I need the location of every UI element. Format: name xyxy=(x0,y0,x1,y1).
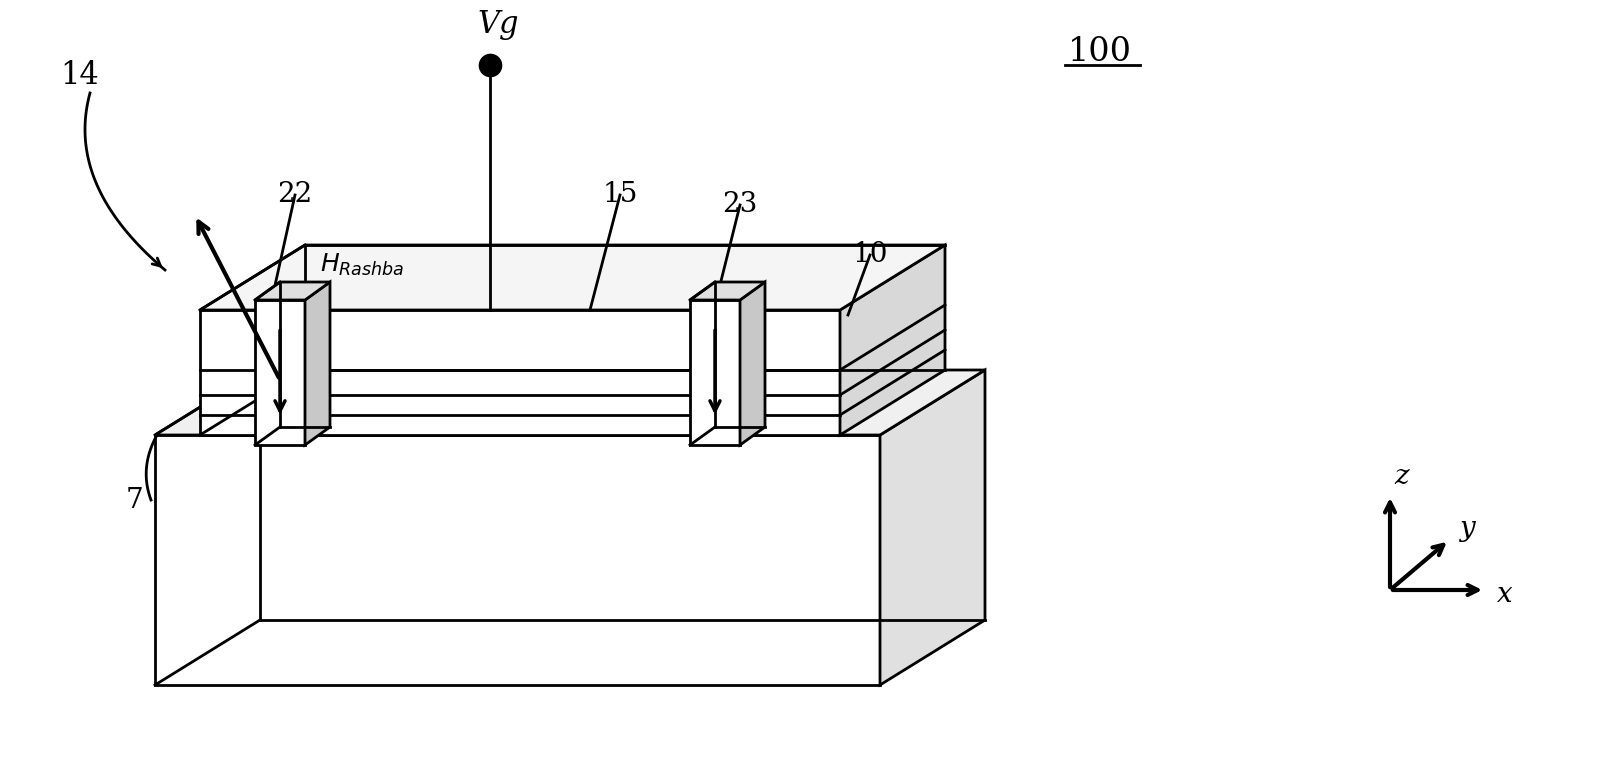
Polygon shape xyxy=(740,282,764,445)
Text: 15: 15 xyxy=(602,181,637,208)
Polygon shape xyxy=(840,245,944,435)
Polygon shape xyxy=(880,370,985,685)
Text: 22: 22 xyxy=(277,181,312,208)
Text: 100: 100 xyxy=(1068,36,1133,68)
Text: Vg: Vg xyxy=(478,9,518,41)
Polygon shape xyxy=(154,370,985,435)
Text: $H_{Rashba}$: $H_{Rashba}$ xyxy=(320,252,404,278)
Polygon shape xyxy=(154,435,880,685)
Polygon shape xyxy=(200,245,944,310)
Text: 10: 10 xyxy=(853,241,888,268)
Polygon shape xyxy=(690,300,740,445)
Polygon shape xyxy=(200,310,840,435)
Polygon shape xyxy=(306,282,330,445)
Text: x: x xyxy=(1498,581,1512,608)
Text: 14: 14 xyxy=(60,59,98,91)
Polygon shape xyxy=(254,282,330,300)
Text: 23: 23 xyxy=(722,191,758,218)
Polygon shape xyxy=(254,300,306,445)
Text: y: y xyxy=(1459,514,1475,541)
Text: 7: 7 xyxy=(126,487,143,514)
Text: z: z xyxy=(1395,464,1409,491)
Polygon shape xyxy=(690,282,764,300)
